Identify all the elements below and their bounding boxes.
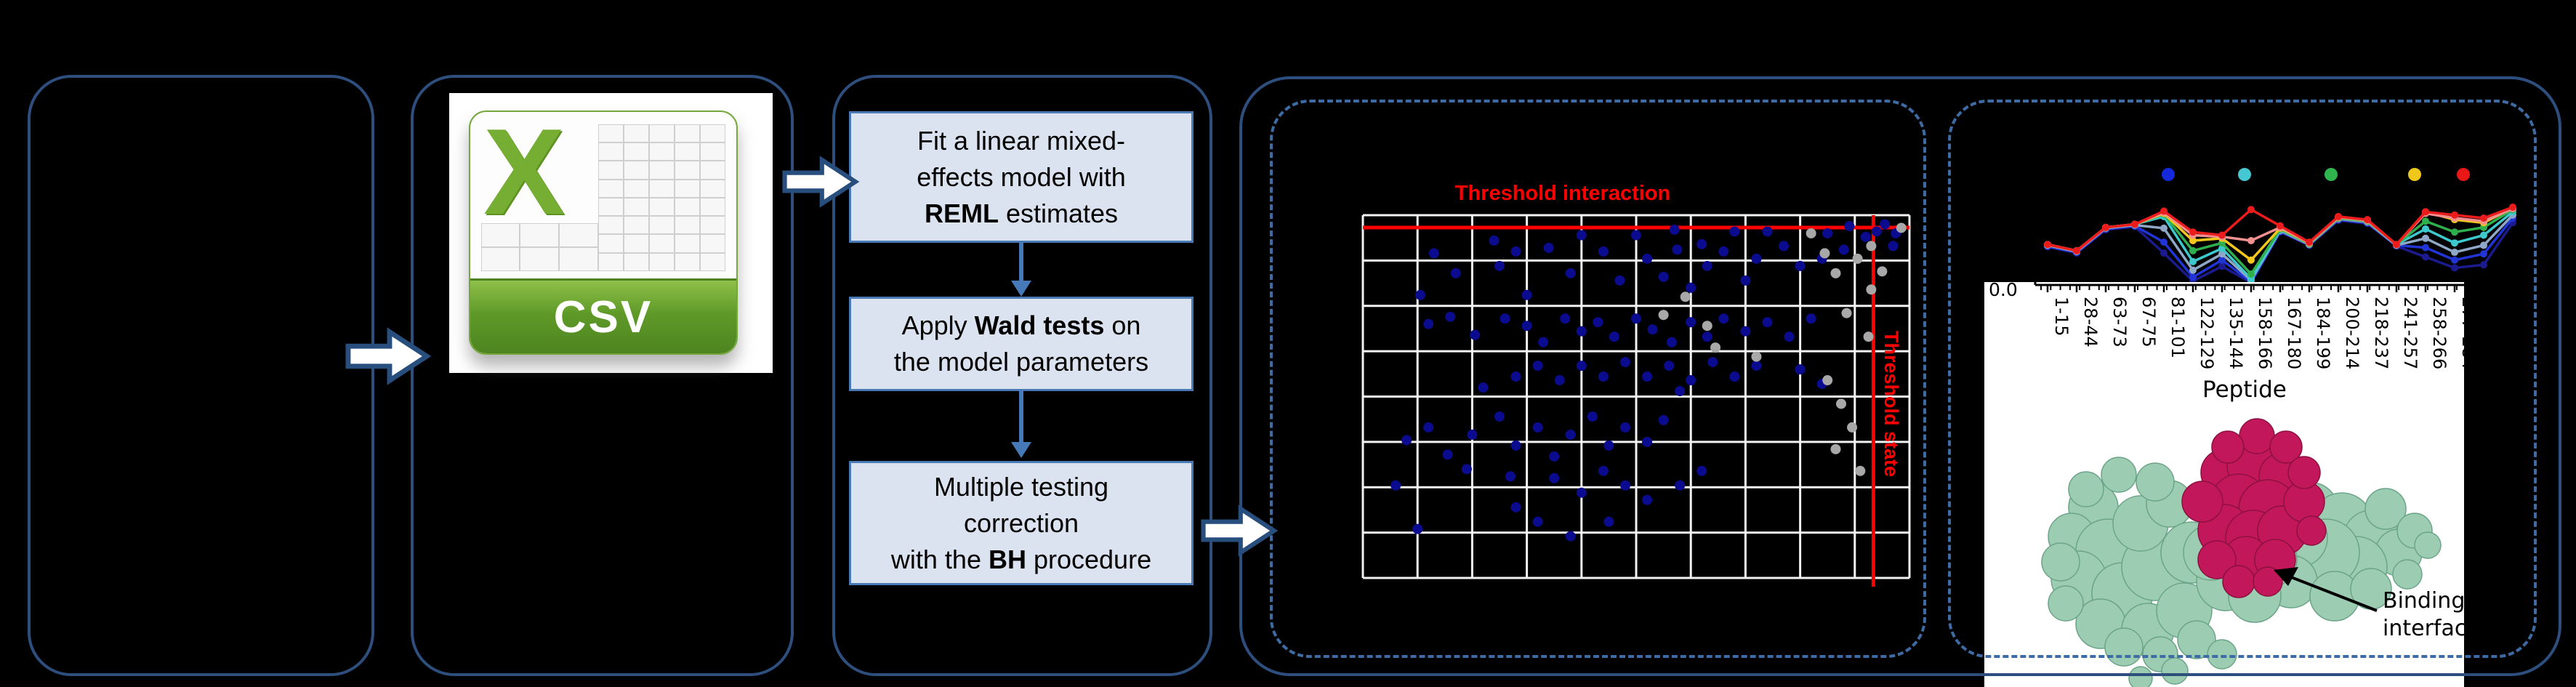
spreadsheet-grid-bottom xyxy=(480,222,598,272)
uptake-axis-and-protein-figure: 0.0 1-15 28-44 63-73 67-75 81-101 122-129 135-… xyxy=(1984,282,2464,687)
spreadsheet-grid-right xyxy=(597,124,726,272)
binding-line2: interface xyxy=(2383,616,2464,641)
flow-box-line: correction xyxy=(963,507,1079,538)
peptide-tick-label: 122-129 xyxy=(2197,297,2217,369)
csv-banner-label: CSV xyxy=(470,278,736,353)
x-axis-title: Peptide xyxy=(2202,377,2287,403)
flow-box-line: the model parameters xyxy=(893,347,1149,377)
down-arrow-1-icon xyxy=(1011,241,1031,297)
peptide-tick-label: 258-266 xyxy=(2429,297,2450,369)
peptide-tick-label: 63-73 xyxy=(2109,297,2130,347)
arrow-model-to-results-icon xyxy=(1201,505,1279,557)
flow-box-line: Multiple testing xyxy=(933,471,1109,502)
peptide-tick-label: 167-180 xyxy=(2284,297,2304,369)
legend-dot xyxy=(2457,168,2470,181)
peptide-tick-label: 67-75 xyxy=(2138,297,2159,347)
protein-structure-image xyxy=(2041,418,2442,687)
dashed-box-uptake xyxy=(1948,100,2537,658)
csv-file-icon: X CSV xyxy=(449,93,773,373)
binding-line1: Binding xyxy=(2383,588,2464,614)
legend-dot xyxy=(2162,168,2175,181)
peptide-tick-label: 184-199 xyxy=(2313,297,2333,369)
binding-interface-annotation: Binding interface xyxy=(2383,587,2464,643)
down-arrow-2-icon xyxy=(1011,390,1031,458)
flow-box-line: Fit a linear mixed- xyxy=(917,125,1126,156)
legend-dot xyxy=(2325,168,2338,181)
peptide-tick-label: 1-15 xyxy=(2051,297,2072,336)
peptide-tick-label: 241-257 xyxy=(2400,297,2420,369)
panel-model xyxy=(832,75,1212,676)
arrow-csv-to-model-icon xyxy=(782,156,860,208)
flow-box-line: effects model with xyxy=(917,161,1126,192)
flow-box-bh: Multiple testing correction with the BH pr… xyxy=(849,461,1194,585)
panel-input xyxy=(28,75,374,676)
csv-card: X CSV xyxy=(469,111,738,355)
legend-dot xyxy=(2238,168,2251,181)
peptide-tick-label: 135-144 xyxy=(2226,297,2246,369)
flow-box-line: with the BH procedure xyxy=(890,544,1152,574)
panel-results xyxy=(1239,76,2561,676)
peptide-tick-label: 277-284 xyxy=(2458,297,2464,369)
flow-box-wald: Apply Wald tests on the model parameters xyxy=(849,297,1194,391)
dashed-box-scatter xyxy=(1270,100,1926,658)
volcano-scatter-plot xyxy=(1361,214,1911,587)
peptide-axis: 1-15 28-44 63-73 67-75 81-101 122-129 135-144 1… xyxy=(2034,282,2464,369)
threshold-state-label: Threshold state xyxy=(1880,331,1902,478)
peptide-tick-label: 28-44 xyxy=(2080,297,2101,347)
flow-box-reml: Fit a linear mixed-effects model with REM… xyxy=(849,111,1194,243)
excel-x-glyph: X xyxy=(483,111,565,240)
legend-dot xyxy=(2408,168,2421,181)
uptake-line-chart xyxy=(2044,168,2516,286)
flow-box-line: Apply Wald tests on xyxy=(901,310,1141,340)
peptide-tick-label: 200-214 xyxy=(2342,297,2362,369)
peptide-tick-label: 158-166 xyxy=(2255,297,2275,369)
threshold-interaction-label: Threshold interaction xyxy=(1454,182,1671,205)
y-axis-tick-label: 0.0 xyxy=(1989,282,2018,300)
arrow-input-to-csv-icon xyxy=(345,327,432,385)
peptide-tick-label: 218-237 xyxy=(2371,297,2391,369)
peptide-tick-label: 81-101 xyxy=(2168,297,2188,358)
panel-csv xyxy=(411,75,794,676)
flow-box-line: REML estimates xyxy=(924,198,1119,228)
